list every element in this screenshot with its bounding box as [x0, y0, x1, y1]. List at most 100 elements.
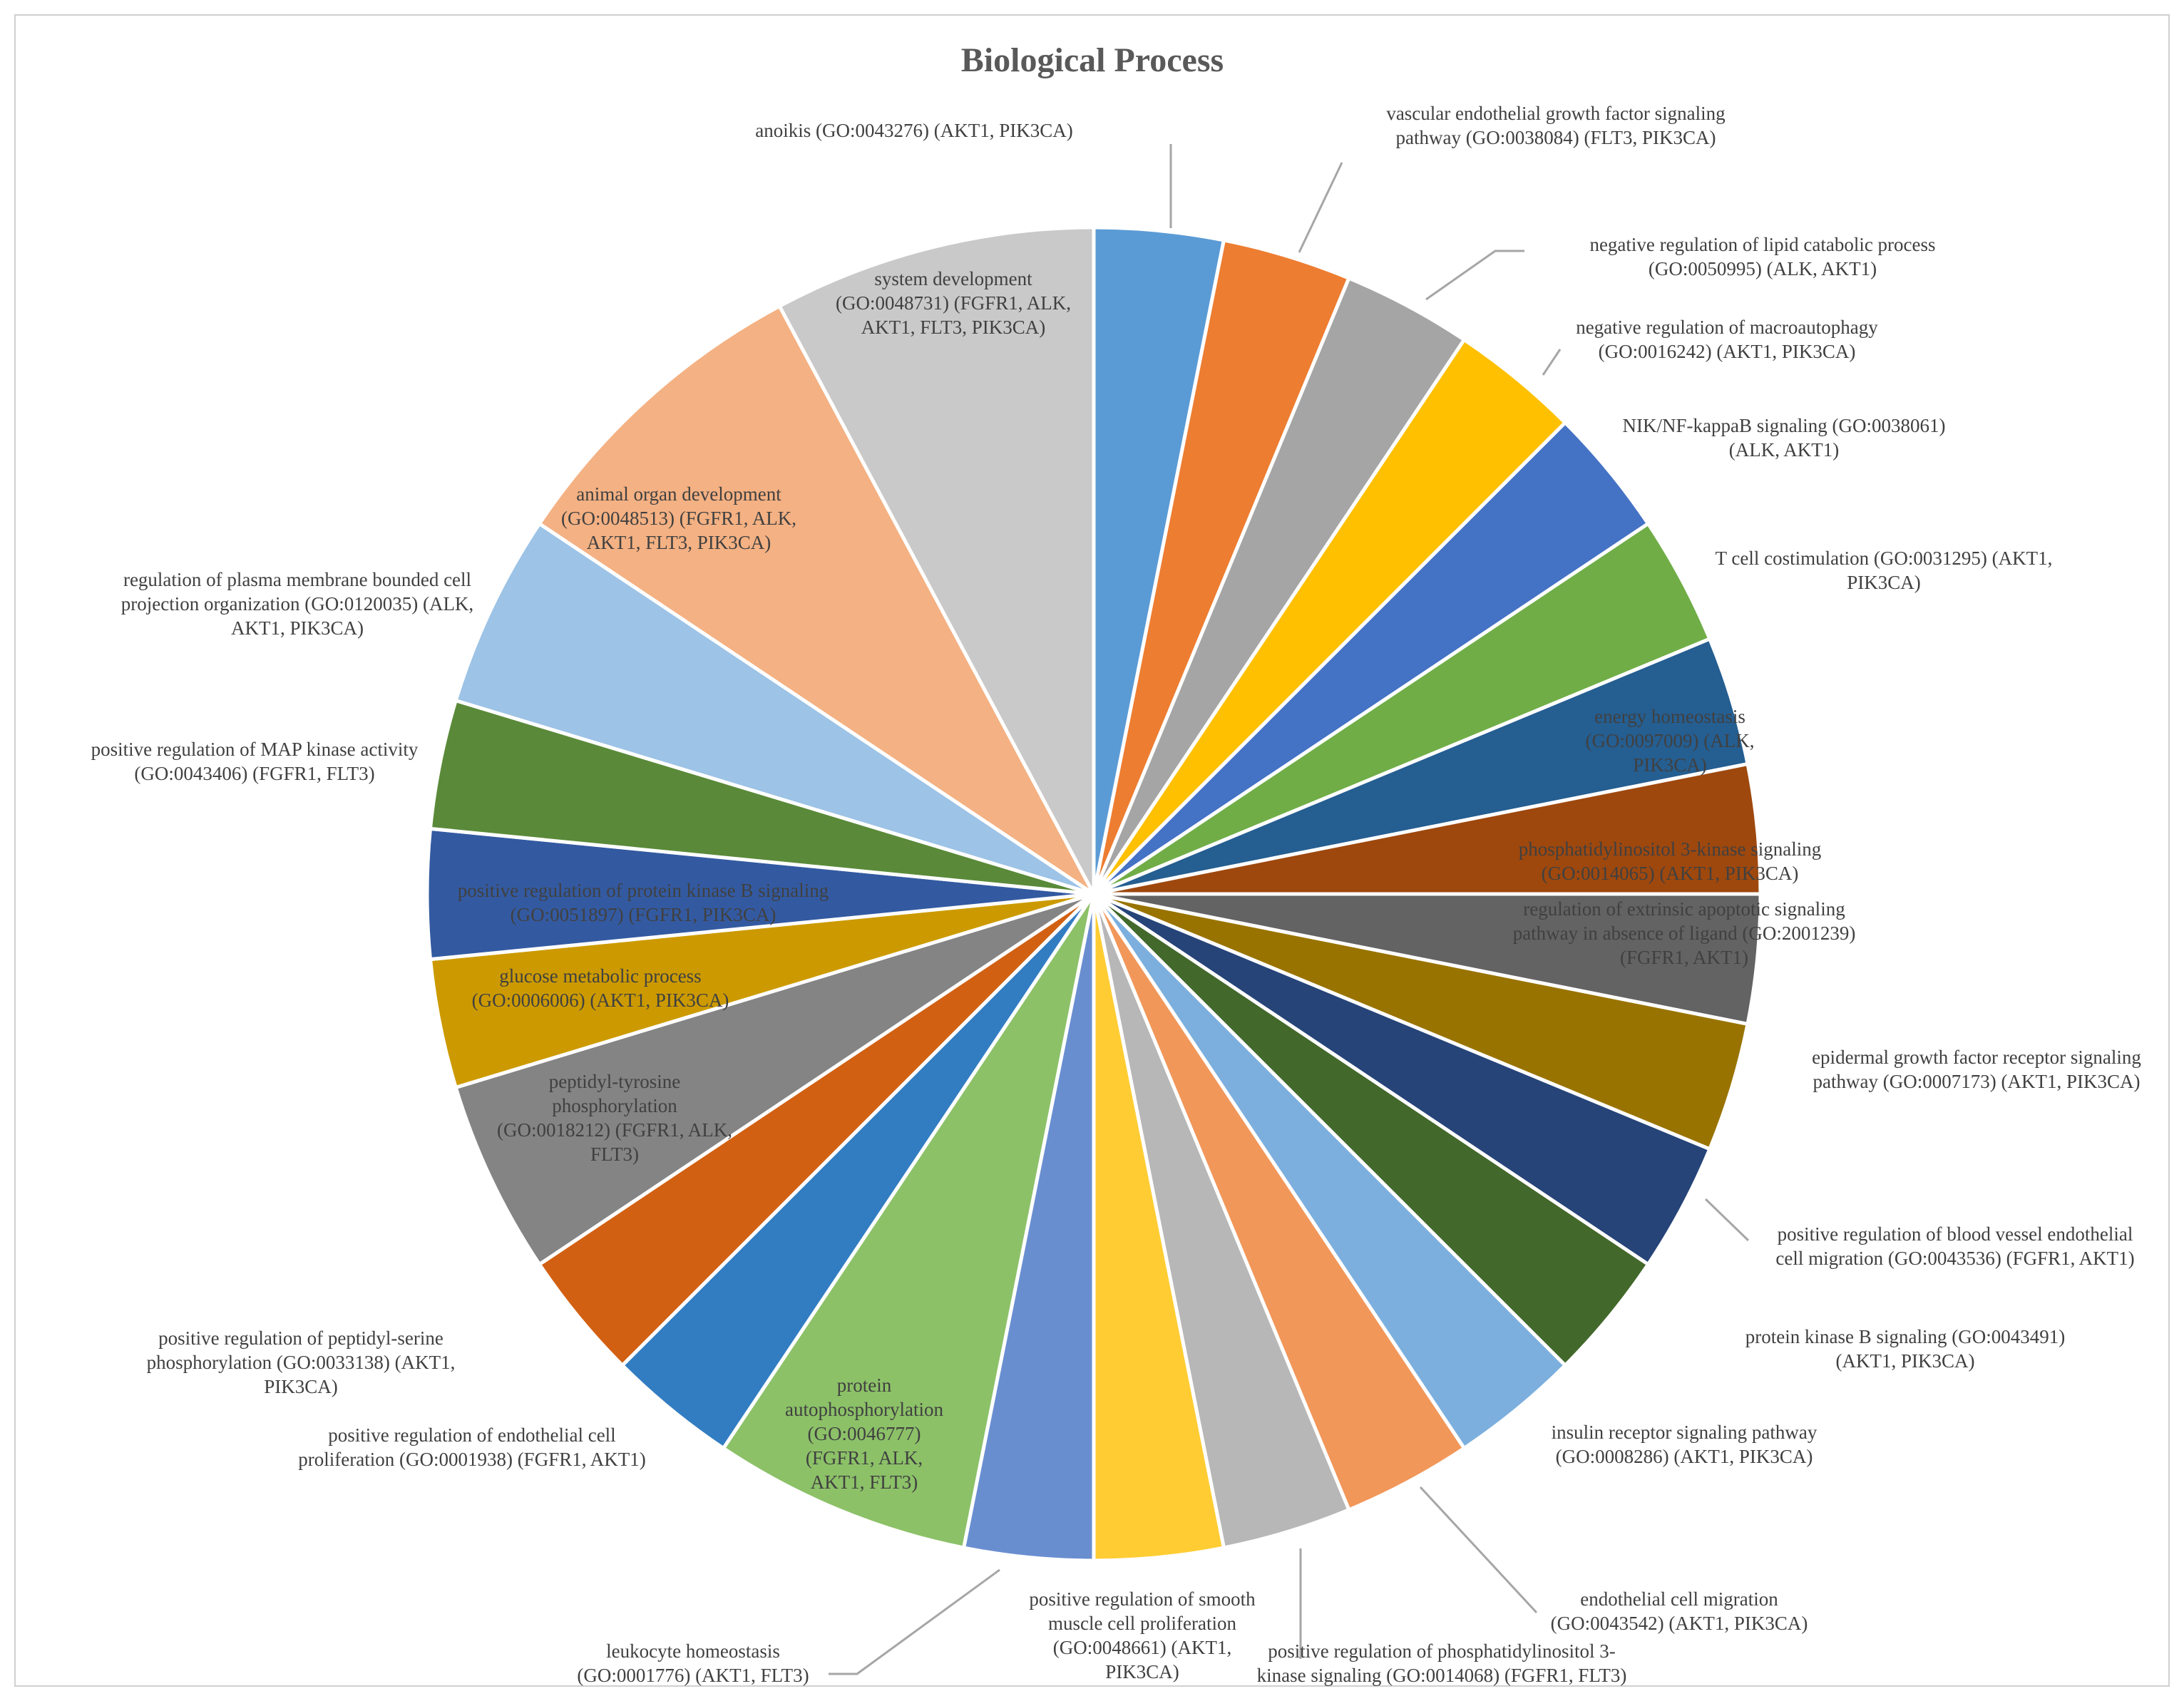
leader-lines-layer — [829, 144, 1750, 1675]
slice-label-line: (GO:0050995) (ALK, AKT1) — [1649, 258, 1877, 279]
slice-label-line: positive regulation of endothelial cell — [328, 1424, 615, 1446]
slice-label-line: NIK/NF-kappaB signaling (GO:0038061) — [1623, 415, 1946, 436]
slice-label-22: glucose metabolic process (GO:0006006) (A… — [472, 965, 729, 1011]
slice-label-line: cell migration (GO:0043536) (FGFR1, AKT1… — [1775, 1248, 2134, 1269]
slice-label-line: protein kinase B signaling (GO:0043491) — [1745, 1326, 2065, 1347]
slice-label-10: epidermal growth factor receptor signali… — [1812, 1047, 2141, 1092]
slice-label-1: anoikis (GO:0043276) (AKT1, PIK3CA) — [755, 120, 1072, 141]
slice-label-18: protein autophosphorylation (GO:0046777) (F… — [785, 1374, 943, 1493]
slice-label-line: animal organ development — [576, 483, 781, 505]
slice-label-16: positive regulation of smooth muscle cell… — [1029, 1588, 1256, 1682]
slice-label-line: (GO:0048731) (FGFR1, ALK, — [836, 292, 1071, 314]
slice-label-27: system development (GO:0048731) (FGFR1, A… — [836, 268, 1071, 338]
slice-label-line: (GO:0014065) (AKT1, PIK3CA) — [1542, 863, 1799, 884]
pie-chart: Biological Process anoikis (GO:0043276) … — [91, 41, 2141, 1686]
slice-label-line: positive regulation of peptidyl-serine — [158, 1327, 444, 1349]
pie-slice-26 — [537, 304, 1096, 896]
slice-label-17: leukocyte homeostasis (GO:0001776) (AKT1,… — [577, 1640, 809, 1686]
leader-line-17 — [829, 1568, 1000, 1675]
slice-label-line: (ALK, AKT1) — [1729, 439, 1839, 461]
slice-label-line: regulation of plasma membrane bounded ce… — [123, 569, 471, 590]
slice-label-11: positive regulation of blood vessel endo… — [1775, 1223, 2134, 1269]
slice-label-line: (GO:0018212) (FGFR1, ALK, — [497, 1119, 732, 1141]
slice-label-line: (GO:0048513) (FGFR1, ALK, — [561, 508, 796, 529]
slice-label-line: insulin receptor signaling pathway — [1552, 1422, 1818, 1443]
slice-label-line: negative regulation of lipid catabolic p… — [1589, 234, 1935, 255]
slice-label-line: phosphorylation — [552, 1095, 677, 1116]
slice-label-13: insulin receptor signaling pathway (GO:00… — [1552, 1422, 1818, 1467]
slice-label-line: peptidyl-tyrosine — [549, 1071, 680, 1092]
slice-label-line: (GO:0043406) (FGFR1, FLT3) — [134, 763, 374, 784]
slice-label-23: positive regulation of protein kinase B … — [458, 880, 829, 925]
slice-label-line: (GO:0043542) (AKT1, PIK3CA) — [1551, 1613, 1808, 1634]
slice-label-line: PIK3CA) — [1105, 1661, 1179, 1682]
slice-label-21: peptidyl-tyrosine phosphorylation (GO:0018… — [497, 1071, 732, 1165]
slice-label-line: PIK3CA) — [264, 1376, 338, 1397]
slice-label-line: epidermal growth factor receptor signali… — [1812, 1047, 2141, 1068]
slice-label-line: phosphatidylinositol 3-kinase signaling — [1519, 838, 1821, 860]
slice-label-26: animal organ development (GO:0048513) (FG… — [561, 483, 796, 553]
slice-label-line: (AKT1, PIK3CA) — [1836, 1350, 1975, 1372]
slice-label-12: protein kinase B signaling (GO:0043491) (… — [1745, 1326, 2065, 1372]
slice-label-line: projection organization (GO:0120035) (AL… — [121, 593, 473, 615]
slice-label-line: glucose metabolic process — [499, 965, 701, 987]
slice-label-line: system development — [874, 268, 1032, 289]
leader-line-3 — [1425, 250, 1524, 301]
leader-line-11 — [1704, 1198, 1750, 1242]
slice-label-line: pathway (GO:0038084) (FLT3, PIK3CA) — [1396, 127, 1716, 148]
pie-slice-21 — [453, 892, 1095, 1267]
slice-label-line: T cell costimulation (GO:0031295) (AKT1, — [1716, 548, 2053, 569]
slice-label-25: regulation of plasma membrane bounded ce… — [121, 569, 473, 639]
slice-label-20: positive regulation of peptidyl-serine ph… — [147, 1327, 456, 1397]
slices-layer — [425, 225, 1763, 1563]
slice-label-line: (GO:0097009) (ALK, — [1586, 730, 1755, 751]
slice-label-line: (FGFR1, ALK, — [806, 1447, 923, 1469]
pie-slice-25 — [453, 521, 1095, 896]
slice-label-line: vascular endothelial growth factor signa… — [1386, 103, 1725, 124]
slice-label-4: negative regulation of macroautophagy (GO… — [1576, 317, 1878, 362]
chart-frame: Biological Process anoikis (GO:0043276) … — [14, 14, 2170, 1687]
slice-label-line: (GO:0048661) (AKT1, — [1053, 1637, 1231, 1658]
slice-label-line: positive regulation of smooth — [1029, 1588, 1256, 1610]
slice-label-9: regulation of extrinsic apoptotic signal… — [1513, 898, 1856, 968]
slice-label-line: positive regulation of MAP kinase activi… — [91, 739, 419, 760]
slice-label-line: pathway in absence of ligand (GO:2001239… — [1513, 923, 1856, 944]
slice-label-line: proliferation (GO:0001938) (FGFR1, AKT1) — [298, 1449, 645, 1470]
slice-label-line: protein — [837, 1374, 892, 1396]
slice-label-line: PIK3CA) — [1847, 572, 1921, 593]
slice-label-line: positive regulation of phosphatidylinosi… — [1268, 1640, 1615, 1662]
slice-label-14: endothelial cell migration (GO:0043542) (… — [1551, 1588, 1808, 1634]
leader-line-14 — [1419, 1486, 1538, 1614]
pie-slice-18 — [721, 893, 1096, 1550]
slice-label-line: endothelial cell migration — [1580, 1588, 1778, 1610]
slice-label-line: leukocyte homeostasis — [606, 1640, 780, 1662]
slice-label-line: AKT1, FLT3, PIK3CA) — [861, 317, 1046, 338]
slice-label-2: vascular endothelial growth factor signa… — [1386, 103, 1725, 148]
slice-label-line: autophosphorylation — [785, 1399, 943, 1420]
slice-label-6: T cell costimulation (GO:0031295) (AKT1,… — [1716, 548, 2053, 593]
slice-label-line: negative regulation of macroautophagy — [1576, 317, 1878, 338]
slice-label-15: positive regulation of phosphatidylinosi… — [1257, 1640, 1627, 1686]
slice-label-5: NIK/NF-kappaB signaling (GO:0038061) (ALK… — [1623, 415, 1946, 461]
slice-label-line: anoikis (GO:0043276) (AKT1, PIK3CA) — [755, 120, 1072, 141]
slice-label-line: (GO:0001776) (AKT1, FLT3) — [577, 1665, 809, 1686]
slice-label-7: energy homeostasis (GO:0097009) (ALK, PIK3… — [1586, 706, 1755, 776]
labels-layer: anoikis (GO:0043276) (AKT1, PIK3CA) vascu… — [91, 103, 2141, 1686]
slice-label-line: (GO:0016242) (AKT1, PIK3CA) — [1599, 341, 1856, 362]
slice-label-line: regulation of extrinsic apoptotic signal… — [1523, 898, 1845, 920]
slice-label-line: energy homeostasis — [1594, 706, 1745, 727]
slice-label-line: FLT3) — [590, 1144, 639, 1165]
slice-label-line: kinase signaling (GO:0014068) (FGFR1, FL… — [1257, 1665, 1627, 1686]
slice-label-line: muscle cell proliferation — [1048, 1613, 1236, 1634]
slice-label-line: (GO:0008286) (AKT1, PIK3CA) — [1556, 1446, 1813, 1467]
slice-label-line: (GO:0046777) — [808, 1423, 921, 1444]
slice-label-line: AKT1, PIK3CA) — [231, 617, 364, 639]
slice-label-19: positive regulation of endothelial cell p… — [298, 1424, 645, 1470]
slice-label-line: (FGFR1, AKT1) — [1620, 947, 1748, 968]
slice-label-3: negative regulation of lipid catabolic p… — [1589, 234, 1935, 279]
slice-label-line: positive regulation of blood vessel endo… — [1778, 1223, 2133, 1245]
slice-label-line: pathway (GO:0007173) (AKT1, PIK3CA) — [1813, 1071, 2141, 1092]
chart-title: Biological Process — [961, 41, 1224, 79]
slice-label-line: AKT1, FLT3) — [811, 1471, 918, 1493]
slice-label-24: positive regulation of MAP kinase activi… — [91, 739, 419, 784]
